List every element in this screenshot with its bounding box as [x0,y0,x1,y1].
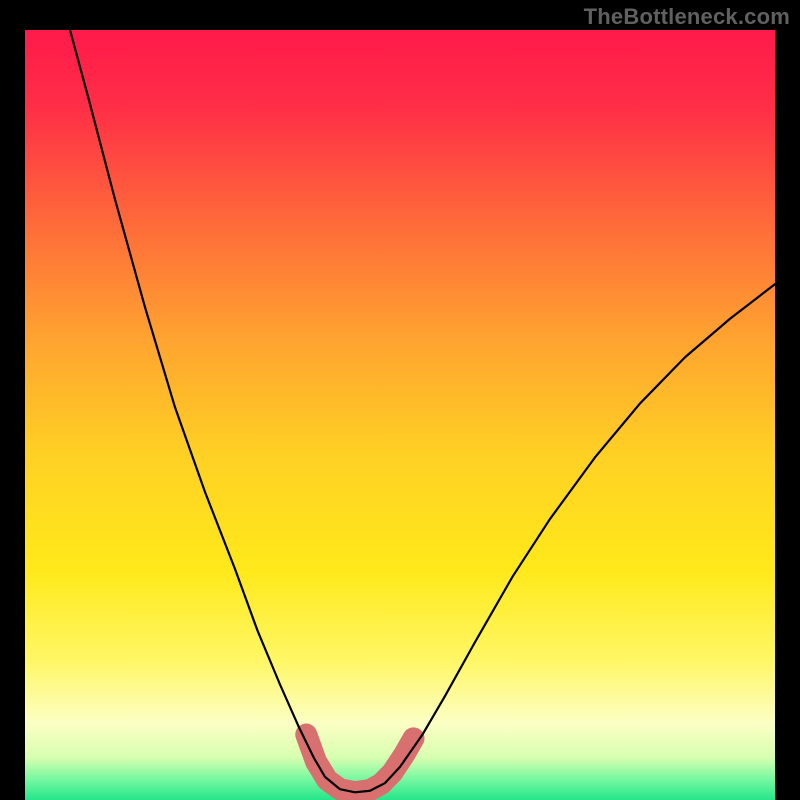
bottleneck-chart [0,0,800,800]
plot-gradient-background [25,30,775,800]
chart-stage: TheBottleneck.com [0,0,800,800]
watermark-text: TheBottleneck.com [584,4,790,30]
